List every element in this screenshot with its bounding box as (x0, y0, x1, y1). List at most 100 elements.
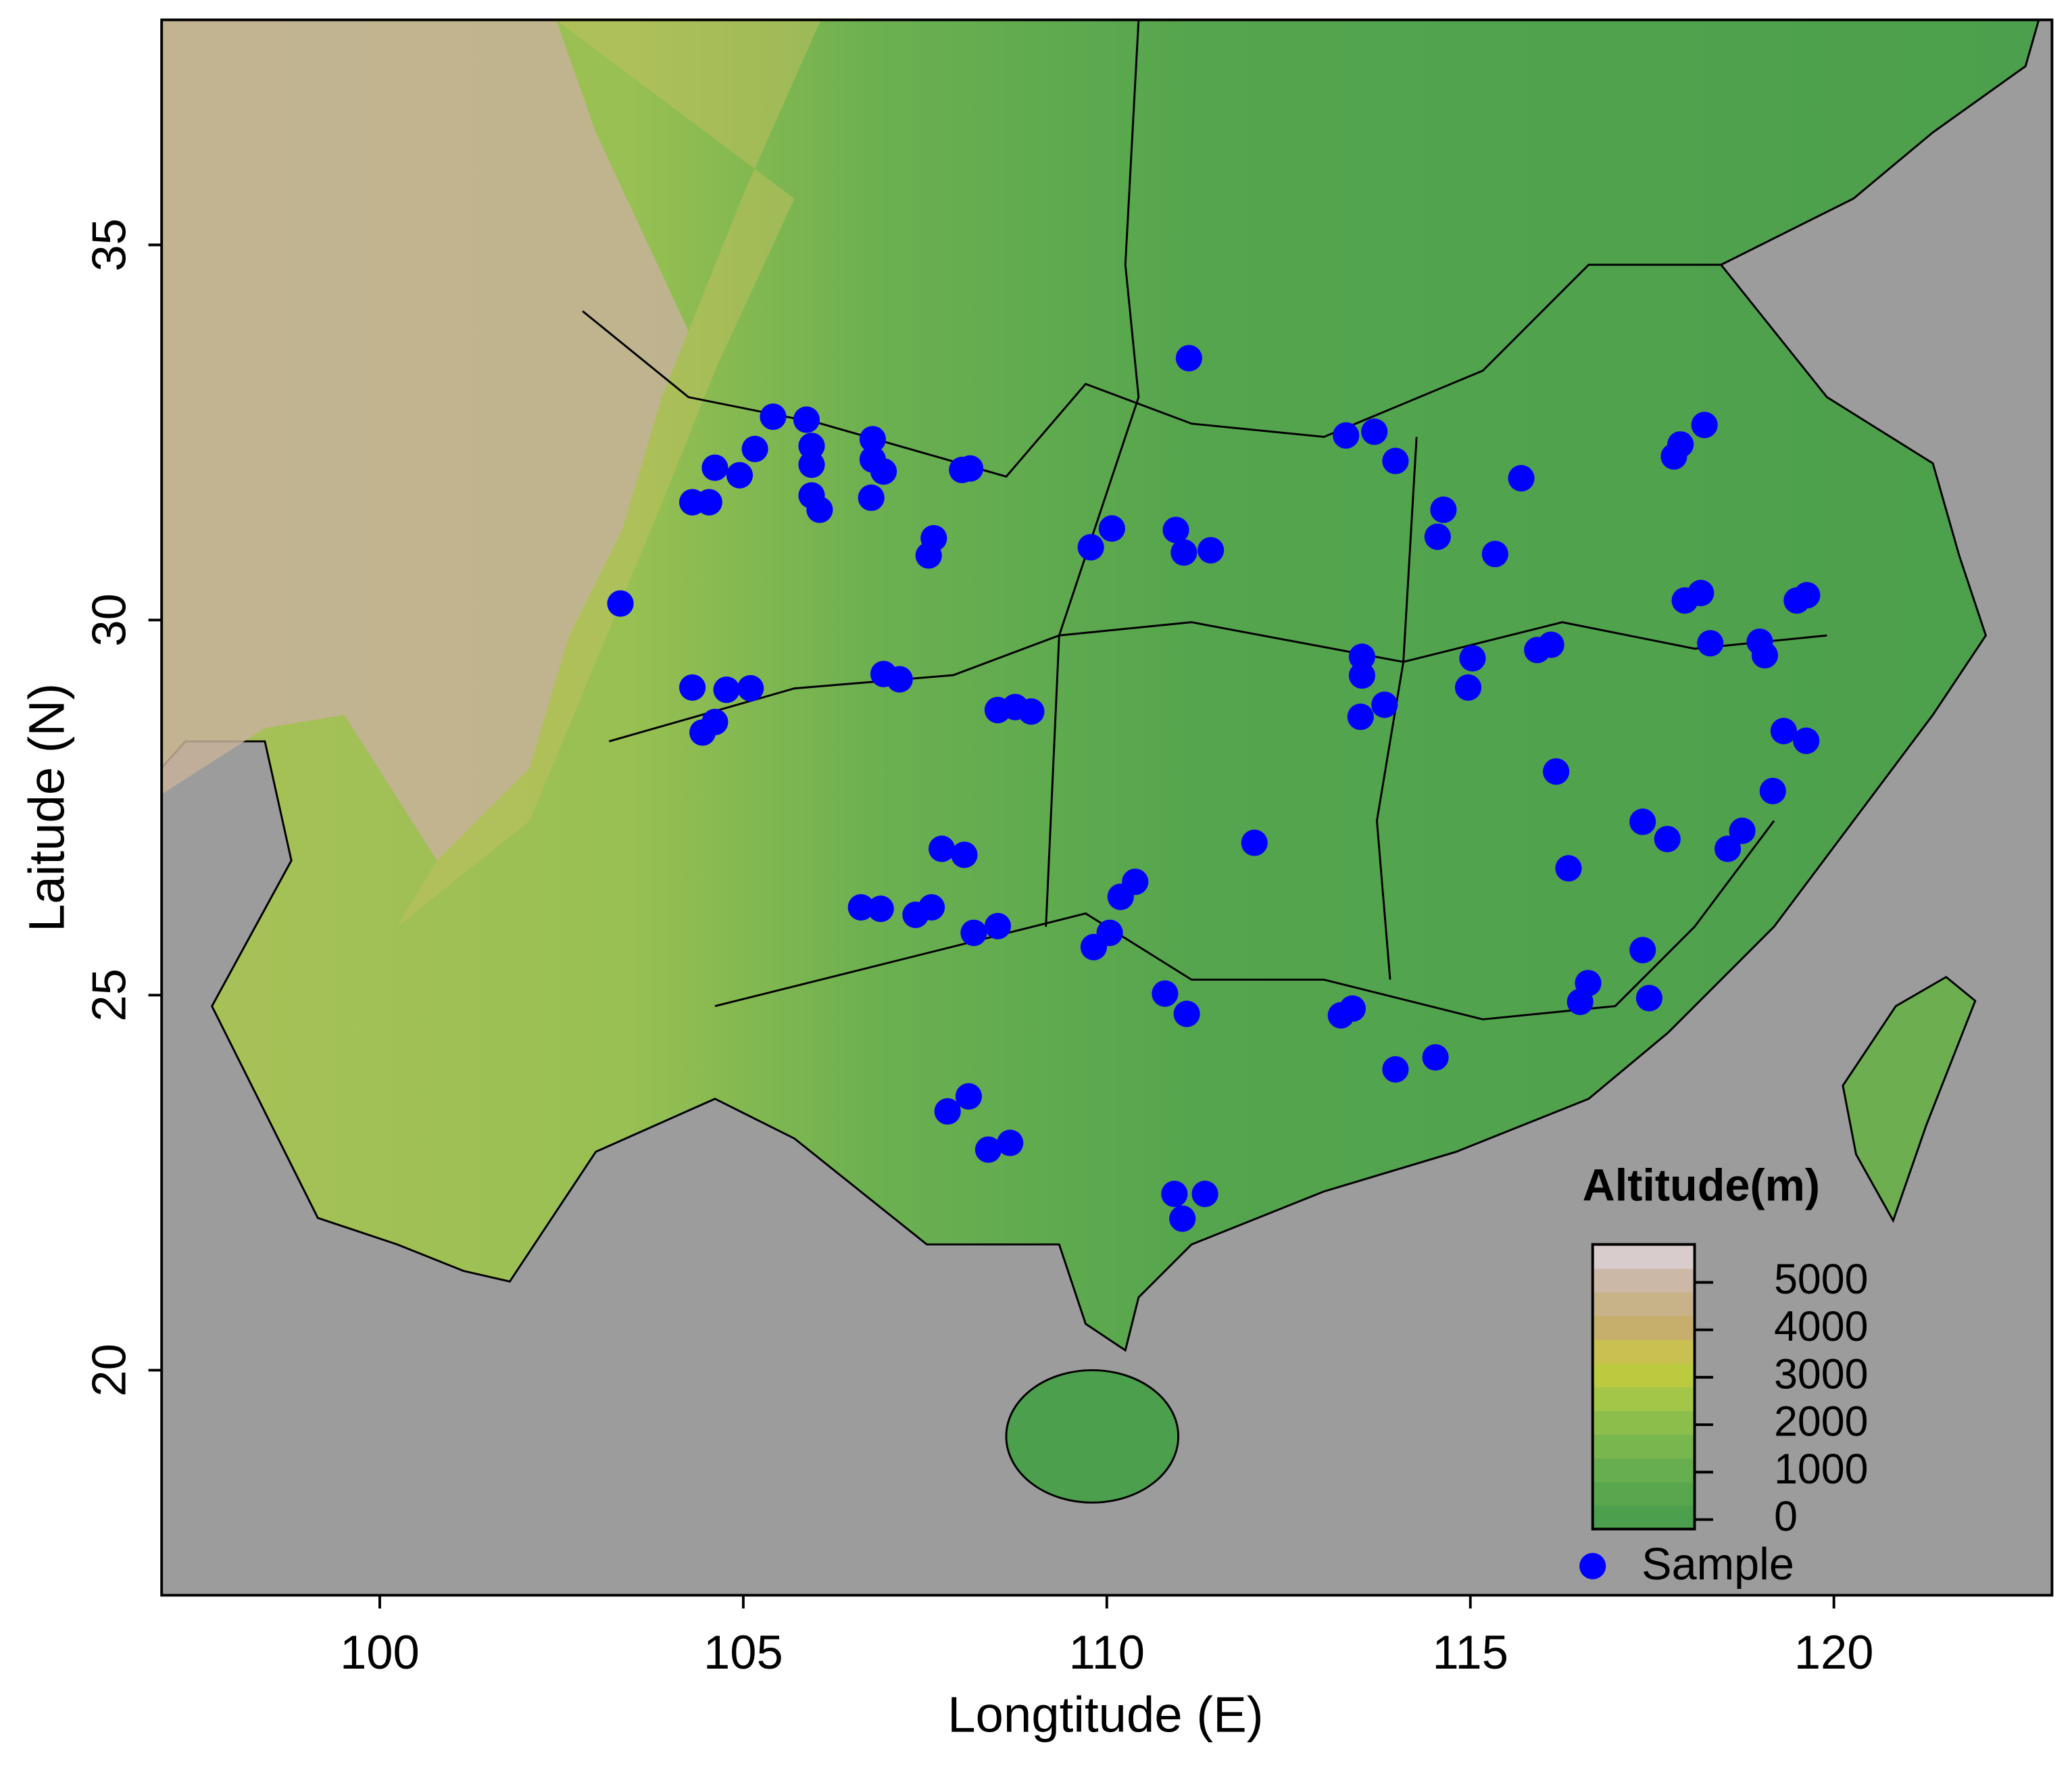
province-border (1045, 20, 1140, 927)
sample-point (695, 489, 722, 516)
sample-point (1667, 431, 1694, 458)
sample-point (726, 462, 754, 489)
sample-point (1759, 777, 1786, 805)
colorbar-tick-label: 1000 (1774, 1446, 1868, 1493)
sample-point (1382, 447, 1409, 474)
colorbar-band (1592, 1481, 1695, 1506)
legend-marker (1579, 1552, 1606, 1579)
colorbar-band (1592, 1362, 1695, 1387)
sample-point (1481, 541, 1508, 568)
sample-point (1348, 662, 1376, 689)
sample-point (1122, 868, 1149, 895)
sample-point (1424, 523, 1451, 550)
x-axis-label: Longtitude (E) (947, 1686, 1264, 1742)
colorbar-tick-label: 4000 (1774, 1303, 1868, 1350)
sample-point (915, 542, 942, 569)
sample-point (713, 677, 740, 704)
sample-point (607, 590, 634, 617)
colorbar-tick-label: 2000 (1774, 1398, 1868, 1446)
sample-point (1096, 919, 1123, 946)
sample-point (1537, 631, 1564, 658)
colorbar-band (1592, 1339, 1695, 1364)
sample-point (1173, 1000, 1200, 1027)
y-tick-label: 35 (82, 218, 135, 271)
sample-point (1333, 422, 1360, 449)
colorbar-tick-label: 5000 (1774, 1256, 1868, 1303)
sample-point (1018, 698, 1045, 725)
colorbar-band (1592, 1292, 1695, 1317)
sample-point (701, 454, 729, 481)
sample-point (1170, 539, 1198, 566)
sample-point (798, 433, 825, 460)
sample-point (1347, 704, 1374, 731)
sample-point (960, 919, 987, 946)
colorbar-band (1592, 1268, 1695, 1293)
y-tick-label: 25 (82, 968, 135, 1021)
x-tick-label: 105 (704, 1625, 783, 1679)
sample-point (1567, 988, 1594, 1015)
map-background (160, 18, 2052, 1596)
sample-point (1162, 516, 1189, 543)
province-border (1375, 437, 1418, 980)
x-tick-label: 120 (1794, 1625, 1874, 1679)
sample-point (1339, 995, 1366, 1022)
sample-point (847, 893, 874, 921)
sample-point (1152, 980, 1179, 1007)
sample-point (1751, 641, 1779, 669)
highland (162, 20, 689, 861)
sample-point (1715, 835, 1742, 862)
sample-point (1794, 582, 1821, 609)
sample-point (1454, 674, 1482, 701)
sample-point (928, 835, 956, 862)
sample-point (1198, 537, 1225, 564)
sample-point (858, 484, 885, 512)
y-axis-label: Laitude (N) (18, 683, 74, 932)
sample-point (798, 451, 825, 478)
sample-point (886, 666, 913, 693)
sample-point (1508, 465, 1535, 492)
colorbar-band (1592, 1505, 1695, 1530)
colorbar-tick-label: 0 (1774, 1493, 1798, 1540)
legend-label: Sample (1642, 1540, 1794, 1590)
sample-point (1654, 825, 1681, 853)
colorbar-band (1592, 1434, 1695, 1459)
sample-point (1729, 817, 1756, 844)
sample-point (1635, 985, 1662, 1012)
colorbar-frame (1591, 1243, 1696, 1531)
taiwan (1842, 975, 1977, 1223)
sample-point (1161, 1180, 1188, 1208)
sample-point (1430, 496, 1457, 523)
sample-point (918, 893, 945, 921)
sample-point (1555, 855, 1582, 882)
sample-point (1691, 412, 1718, 439)
sample-point (1629, 937, 1656, 964)
sample-point (870, 458, 897, 485)
sample-point (984, 912, 1012, 939)
sample-point (1687, 579, 1715, 607)
sample-point (1770, 718, 1798, 745)
sample-point (1348, 643, 1376, 670)
sample-point (934, 1098, 961, 1125)
colorbar-band (1592, 1386, 1695, 1411)
sample-point (1793, 727, 1820, 754)
hainan (1005, 1369, 1180, 1504)
colorbar-band (1592, 1458, 1695, 1483)
sample-point (955, 1083, 982, 1110)
sample-point (1361, 418, 1388, 445)
colorbar-band (1592, 1244, 1695, 1269)
sample-point (737, 674, 764, 702)
sample-point (1422, 1043, 1449, 1071)
sample-point (679, 674, 706, 701)
sample-point (1169, 1205, 1196, 1232)
sample-point (975, 1136, 1002, 1163)
y-tick-label: 20 (82, 1344, 135, 1396)
colorbar-tick-label: 3000 (1774, 1350, 1868, 1398)
colorbar-title: Altitude(m) (1583, 1161, 1820, 1211)
sample-point (1697, 630, 1724, 657)
sample-point (956, 455, 984, 482)
province-border (608, 621, 1827, 743)
sample-point (1382, 1056, 1409, 1083)
sample-point (1175, 345, 1202, 372)
sample-point (1241, 829, 1268, 856)
